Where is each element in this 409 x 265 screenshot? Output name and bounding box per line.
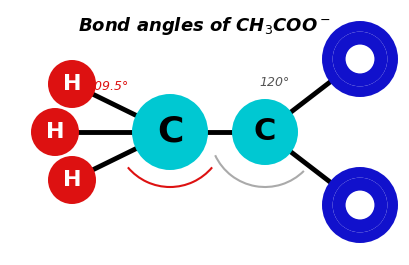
Circle shape	[346, 45, 375, 73]
Circle shape	[31, 108, 79, 156]
Text: 120°: 120°	[260, 77, 290, 90]
Circle shape	[346, 191, 375, 219]
Text: Bond angles of CH$_3$COO$^-$: Bond angles of CH$_3$COO$^-$	[78, 15, 330, 37]
Circle shape	[232, 99, 298, 165]
Circle shape	[322, 21, 398, 97]
Text: H: H	[46, 122, 64, 142]
Circle shape	[48, 60, 96, 108]
Circle shape	[333, 178, 387, 232]
Circle shape	[132, 94, 208, 170]
Text: C: C	[157, 115, 183, 149]
Text: 109.5°: 109.5°	[87, 81, 129, 94]
Text: O: O	[347, 191, 373, 219]
Text: H: H	[63, 74, 81, 94]
Circle shape	[48, 156, 96, 204]
Text: O: O	[347, 45, 373, 73]
Text: C: C	[254, 117, 276, 147]
Circle shape	[333, 32, 387, 86]
Circle shape	[322, 167, 398, 243]
Circle shape	[333, 178, 387, 232]
Circle shape	[333, 32, 387, 86]
Text: H: H	[63, 170, 81, 190]
